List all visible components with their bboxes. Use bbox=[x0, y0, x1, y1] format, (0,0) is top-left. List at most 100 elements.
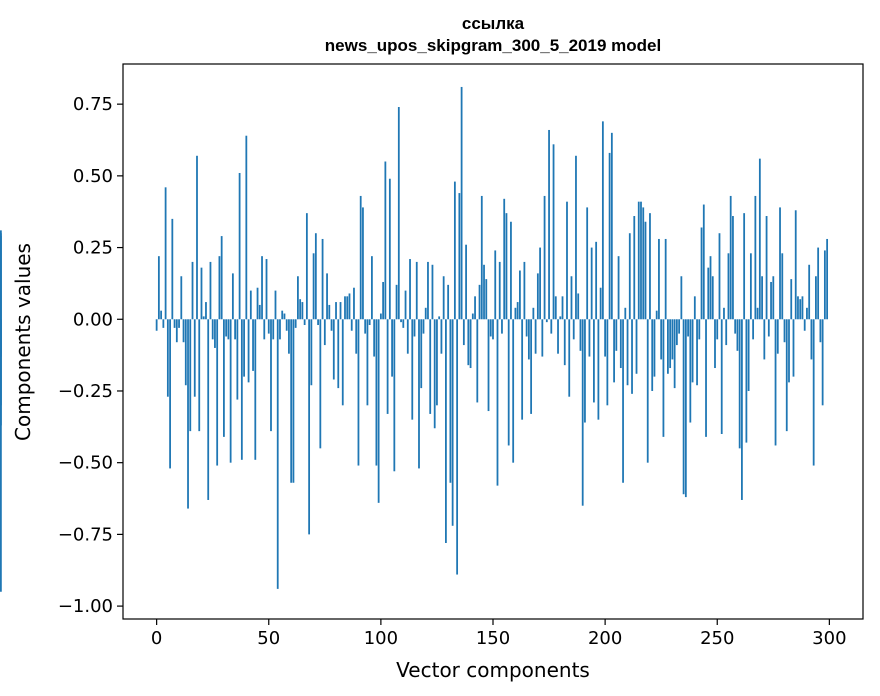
bar bbox=[812, 319, 815, 466]
bar bbox=[519, 270, 521, 320]
bar bbox=[476, 319, 479, 403]
bar bbox=[581, 319, 584, 506]
bar bbox=[680, 276, 683, 320]
bar bbox=[658, 238, 660, 320]
bar bbox=[290, 319, 293, 483]
bar bbox=[655, 310, 658, 320]
bar bbox=[155, 319, 158, 331]
bar bbox=[364, 319, 367, 334]
bar bbox=[781, 253, 784, 320]
chart-title-line-2: news_upos_skipgram_300_5_2019 model bbox=[325, 36, 661, 55]
bar bbox=[314, 233, 317, 320]
bar bbox=[723, 307, 725, 320]
bar bbox=[319, 319, 322, 449]
bar bbox=[341, 319, 344, 406]
bar bbox=[164, 187, 167, 320]
bar bbox=[823, 250, 826, 320]
bar bbox=[317, 319, 319, 326]
bar bbox=[214, 319, 216, 348]
bar bbox=[227, 319, 230, 340]
bar bbox=[718, 233, 721, 320]
bar bbox=[741, 319, 743, 500]
bar bbox=[243, 319, 245, 377]
bar bbox=[622, 319, 624, 483]
x-tick-label: 0 bbox=[151, 628, 162, 649]
bar bbox=[424, 307, 427, 320]
bar bbox=[512, 319, 515, 463]
bar bbox=[413, 319, 416, 337]
bar bbox=[810, 319, 813, 360]
bar bbox=[279, 319, 281, 340]
bar bbox=[245, 135, 248, 320]
bar bbox=[774, 319, 777, 446]
bar bbox=[478, 284, 481, 320]
bar bbox=[761, 276, 763, 320]
bar bbox=[702, 204, 705, 320]
bar bbox=[240, 319, 243, 460]
bar bbox=[642, 207, 645, 320]
bar bbox=[377, 319, 380, 503]
bar bbox=[420, 319, 423, 389]
bar bbox=[653, 319, 656, 377]
bar bbox=[471, 313, 474, 320]
bar bbox=[462, 319, 465, 346]
bar bbox=[505, 213, 508, 320]
bar bbox=[474, 296, 476, 320]
bar bbox=[393, 319, 396, 472]
y-axis-label: Components values bbox=[11, 243, 35, 441]
bar bbox=[323, 319, 326, 346]
x-tick-label: 50 bbox=[257, 628, 280, 649]
bar bbox=[579, 319, 582, 351]
bar bbox=[209, 261, 212, 320]
bar bbox=[249, 290, 252, 320]
bar bbox=[225, 319, 228, 337]
bar bbox=[507, 319, 510, 446]
bar bbox=[649, 213, 651, 320]
bar bbox=[458, 193, 461, 320]
bar bbox=[749, 253, 752, 320]
bar bbox=[218, 256, 221, 320]
y-tick-label: 0.00 bbox=[73, 309, 113, 330]
bar bbox=[597, 319, 600, 420]
bar bbox=[193, 319, 196, 397]
bar bbox=[570, 276, 573, 320]
bar bbox=[169, 319, 171, 469]
bar bbox=[189, 319, 192, 432]
bar bbox=[489, 319, 492, 337]
bar bbox=[283, 313, 286, 320]
bar bbox=[292, 319, 295, 483]
bar bbox=[669, 319, 672, 369]
bar bbox=[384, 161, 387, 320]
bar bbox=[429, 319, 432, 414]
y-tick-label: −1.00 bbox=[58, 596, 113, 617]
bar bbox=[368, 319, 371, 326]
bar bbox=[252, 319, 254, 371]
bar bbox=[568, 319, 571, 397]
bar bbox=[590, 247, 593, 320]
bar bbox=[626, 319, 629, 386]
bar bbox=[610, 132, 613, 320]
bar bbox=[171, 218, 174, 320]
bar bbox=[550, 319, 553, 334]
bar bbox=[299, 299, 302, 320]
bar bbox=[236, 319, 239, 400]
y-axis-ticks: 0.75 0.50 0.25 0.00 −0.25 −0.50 −0.75 −1.00 bbox=[58, 94, 123, 617]
bar bbox=[436, 319, 438, 406]
bar bbox=[357, 319, 360, 466]
bar bbox=[776, 319, 779, 354]
bar bbox=[615, 319, 618, 351]
bar bbox=[554, 296, 557, 320]
bar bbox=[303, 319, 306, 326]
bar bbox=[826, 238, 829, 320]
bar bbox=[202, 316, 205, 320]
bar bbox=[799, 299, 802, 320]
bar bbox=[752, 319, 755, 340]
bar bbox=[633, 216, 636, 320]
y-tick-label: −0.75 bbox=[58, 524, 113, 545]
bar bbox=[779, 207, 781, 320]
bar bbox=[400, 319, 402, 323]
bar bbox=[801, 296, 804, 320]
bar bbox=[453, 181, 456, 320]
bar bbox=[362, 207, 364, 320]
bar bbox=[415, 261, 418, 320]
